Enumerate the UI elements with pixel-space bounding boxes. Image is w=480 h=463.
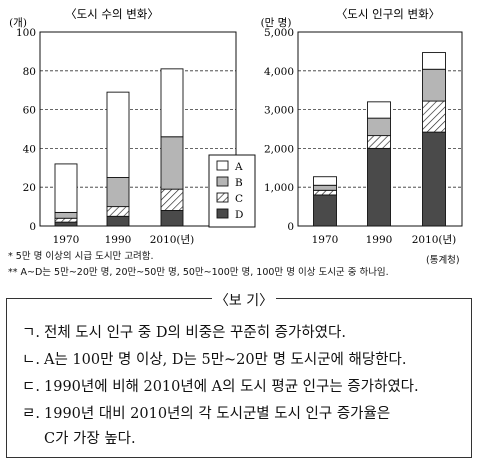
legend-label: C: [235, 193, 243, 205]
example-mark: ㄹ.: [22, 406, 40, 422]
x-tick-label: 1970: [53, 234, 80, 246]
example-item-2: ㄴ. A는 100만 명 이상, D는 5만~20만 명 도시군에 해당한다.: [22, 348, 406, 369]
legend-swatch-B: [216, 176, 229, 187]
example-mark: ㄴ.: [22, 352, 40, 368]
example-text: 1990년 대비 2010년의 각 도시군별 도시 인구 증가율은: [44, 406, 391, 422]
y-tick-label: 1,000: [264, 182, 294, 194]
y-unit-label: (개): [9, 17, 27, 29]
bar-segment-A: [313, 176, 337, 186]
bar-segment-D: [106, 215, 130, 227]
bar-segment-C: [106, 206, 130, 217]
note-2: ** A~D는 5만~20만 명, 20만~50만 명, 50만~100만 명,…: [8, 267, 389, 278]
y-tick-label: 4,000: [264, 66, 294, 78]
y-tick-label: 0: [29, 221, 36, 233]
bar-segment-B: [313, 184, 337, 191]
x-tick-label: 1990: [366, 234, 393, 246]
example-mark: ㄱ.: [22, 325, 40, 341]
city-count-chart: 〈도시 수의 변화〉 (개) 0 20 40 60 80 100 1970 1990 2010(년)…: [9, 7, 256, 246]
example-text: A는 100만 명 이상, D는 5만~20만 명 도시군에 해당한다.: [44, 352, 407, 368]
legend-swatch-D: [216, 208, 229, 219]
y-tick-label: 80: [23, 66, 36, 78]
legend-box: [208, 154, 256, 228]
bar-segment-C: [54, 217, 78, 223]
bar-segment-C: [367, 135, 391, 149]
bar-segment-D: [367, 147, 391, 227]
y-tick-label: 60: [23, 105, 36, 117]
bar-segment-A: [160, 68, 184, 138]
x-tick-label: 1970: [312, 234, 339, 246]
bar-segment-B: [160, 136, 184, 190]
bar-segment-C: [313, 189, 337, 196]
bar-segment-B: [422, 68, 446, 102]
legend-label: D: [235, 209, 243, 221]
chart-title: 〈도시 수의 변화〉: [65, 7, 159, 21]
bar-segment-D: [422, 131, 446, 227]
y-tick-label: 100: [16, 27, 36, 39]
plot-frame: [39, 31, 237, 227]
examples-box-title: 〈보 기〉: [212, 290, 276, 310]
bar-segment-C: [160, 188, 184, 211]
example-mark: ㄷ.: [22, 379, 40, 395]
note-1: * 5만 명 이상의 시급 도시만 고려함.: [8, 251, 154, 262]
bar-segment-A: [106, 91, 130, 178]
y-tick-label: 40: [23, 143, 36, 155]
example-item-3: ㄷ. 1990년에 비해 2010년에 A의 도시 평균 인구는 증가하였다.: [22, 375, 419, 396]
bar-segment-A: [367, 101, 391, 119]
x-tick-label: 2010(년): [412, 234, 457, 246]
source-label: (통계청): [426, 255, 460, 266]
bar-segment-A: [54, 163, 78, 213]
bar-segment-C: [422, 100, 446, 133]
legend-swatch-C: [216, 192, 229, 203]
chart-title: 〈도시 인구의 변화〉: [336, 7, 440, 21]
legend-label: B: [235, 177, 243, 189]
example-text: 전체 도시 인구 중 D의 비중은 꾸준히 증가하였다.: [44, 325, 346, 341]
city-population-chart: 〈도시 인구의 변화〉 (만 명) 0 1,000 2,000 3,000 4,000 5,0…: [261, 7, 463, 246]
bar-segment-D: [313, 194, 337, 227]
bar-segment-B: [54, 211, 78, 219]
bar-segment-D: [160, 210, 184, 227]
bar-segment-D: [54, 221, 78, 227]
example-item-4-cont: C가 가장 높다.: [22, 427, 136, 448]
y-tick-label: 2,000: [264, 143, 294, 155]
example-item-1: ㄱ. 전체 도시 인구 중 D의 비중은 꾸준히 증가하였다.: [22, 321, 346, 342]
y-tick-label: 0: [287, 221, 294, 233]
y-tick-label: 5,000: [264, 27, 294, 39]
legend-label: A: [234, 161, 243, 173]
example-text: C가 가장 높다.: [44, 431, 136, 447]
bar-segment-B: [367, 117, 391, 137]
y-tick-label: 20: [23, 182, 36, 194]
x-tick-label: 2010(년): [150, 234, 195, 246]
example-item-4: ㄹ. 1990년 대비 2010년의 각 도시군별 도시 인구 증가율은: [22, 402, 390, 423]
y-tick-label: 3,000: [264, 105, 294, 117]
legend-swatch-A: [216, 160, 229, 171]
example-text: 1990년에 비해 2010년에 A의 도시 평균 인구는 증가하였다.: [44, 379, 419, 395]
bar-segment-A: [422, 52, 446, 70]
bar-segment-B: [106, 177, 130, 208]
x-tick-label: 1990: [105, 234, 132, 246]
y-unit-label: (만 명): [261, 17, 292, 29]
